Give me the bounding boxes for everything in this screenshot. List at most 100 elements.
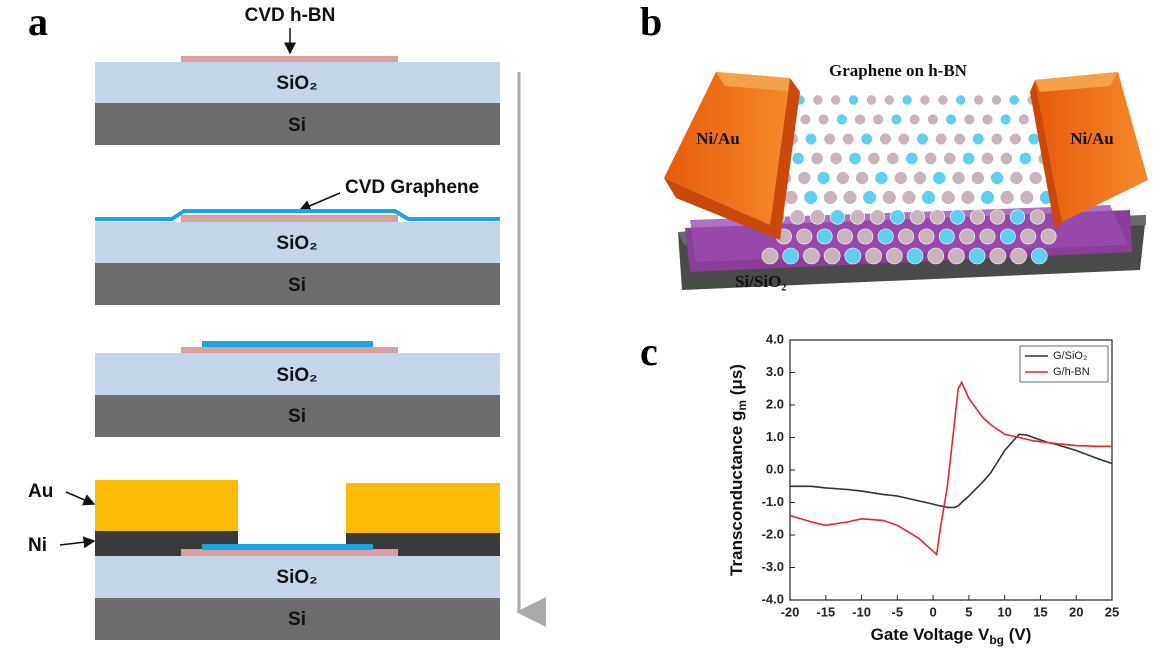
atom: [800, 114, 811, 125]
atom: [842, 133, 854, 145]
y-tick-label: 3.0: [766, 364, 784, 379]
atom: [1041, 229, 1056, 244]
axis-title-text: Transconductance g: [727, 411, 746, 576]
legend-label: G/SiO₂: [1053, 350, 1087, 362]
figure: a CVD h-BN SiO₂ Si CVD Graphene SiO₂ Si …: [0, 0, 1172, 664]
atom: [991, 133, 1003, 145]
atom: [849, 152, 861, 164]
atom: [939, 229, 954, 244]
atom: [964, 114, 975, 125]
atom: [894, 172, 907, 185]
atom: [919, 229, 934, 244]
y-tick-label: -1.0: [762, 494, 784, 509]
annotation: CVD h-BN: [245, 5, 336, 26]
atom: [972, 133, 984, 145]
contact-label: Ni/Au: [696, 129, 739, 148]
atom: [927, 114, 938, 125]
atom: [1029, 172, 1042, 185]
atom: [960, 229, 975, 244]
render-title: Graphene on h-BN: [829, 61, 968, 80]
atom: [855, 114, 866, 125]
atom: [849, 95, 859, 105]
atom: [886, 248, 902, 264]
atom: [783, 248, 799, 264]
substrate-label: Si/SiO₂: [735, 272, 786, 291]
atom: [810, 210, 825, 225]
atom: [1009, 95, 1019, 105]
atom: [817, 172, 830, 185]
layer-label: Si: [288, 609, 306, 630]
atom: [909, 114, 920, 125]
contact-label: Ni/Au: [1070, 129, 1113, 148]
atom: [990, 210, 1005, 225]
layer-label: Si: [288, 406, 306, 427]
atom: [824, 248, 840, 264]
atom: [971, 172, 984, 185]
atom: [837, 229, 852, 244]
atom: [930, 210, 945, 225]
axis-title-text: Gate Voltage V: [871, 625, 990, 644]
x-tick-label: 20: [1069, 604, 1083, 619]
atom: [925, 152, 937, 164]
atom: [797, 229, 812, 244]
atom: [804, 191, 818, 205]
y-tick-label: 0.0: [766, 461, 784, 476]
layer-label: SiO₂: [276, 233, 317, 254]
x-tick-label: 10: [997, 604, 1011, 619]
legend-label: G/h-BN: [1053, 366, 1090, 378]
atom: [830, 210, 845, 225]
atom: [878, 229, 893, 244]
x-tick-label: 0: [929, 604, 936, 619]
atom: [922, 191, 936, 205]
layer-label: SiO₂: [276, 73, 317, 94]
atom: [910, 210, 925, 225]
atom: [948, 248, 964, 264]
panel-label: a: [28, 0, 48, 44]
atom: [845, 248, 861, 264]
layer-label: Si: [288, 115, 306, 136]
annotation: Ni: [28, 535, 47, 556]
atom: [1000, 114, 1011, 125]
x-tick-label: -5: [892, 604, 904, 619]
atom: [887, 152, 899, 164]
atom: [1021, 229, 1036, 244]
atom: [980, 229, 995, 244]
atom: [1011, 248, 1027, 264]
atom: [1019, 152, 1031, 164]
x-tick-label: 15: [1033, 604, 1047, 619]
stage-4: Au Ni SiO₂ Si: [28, 480, 500, 640]
atom: [1010, 210, 1025, 225]
stage-2: CVD Graphene SiO₂ Si: [95, 177, 500, 305]
atom: [830, 152, 842, 164]
chart: 4.03.02.01.00.0-1.0-2.0-3.0-4.0-20-15-10…: [727, 331, 1119, 647]
atom: [1019, 114, 1030, 125]
x-tick-label: -20: [781, 604, 800, 619]
atom: [902, 95, 912, 105]
atom: [1000, 229, 1015, 244]
atom: [861, 133, 873, 145]
atom: [891, 114, 902, 125]
atom: [962, 152, 974, 164]
atom: [803, 248, 819, 264]
atom: [873, 114, 884, 125]
series-line: [790, 434, 1112, 507]
atom: [914, 172, 927, 185]
atom: [981, 152, 993, 164]
atom: [933, 172, 946, 185]
y-tick-label: 2.0: [766, 396, 784, 411]
panel-label: c: [640, 329, 658, 374]
atom: [843, 191, 857, 205]
atom: [866, 248, 882, 264]
x-tick-label: 5: [965, 604, 972, 619]
atom: [902, 191, 916, 205]
atom: [917, 133, 929, 145]
atom: [935, 133, 947, 145]
atom: [823, 191, 837, 205]
atom: [1000, 152, 1012, 164]
x-tick-label: -10: [852, 604, 871, 619]
atom: [863, 191, 877, 205]
atom: [946, 114, 957, 125]
atom: [798, 172, 811, 185]
atom: [981, 191, 995, 205]
atom: [1031, 248, 1047, 264]
